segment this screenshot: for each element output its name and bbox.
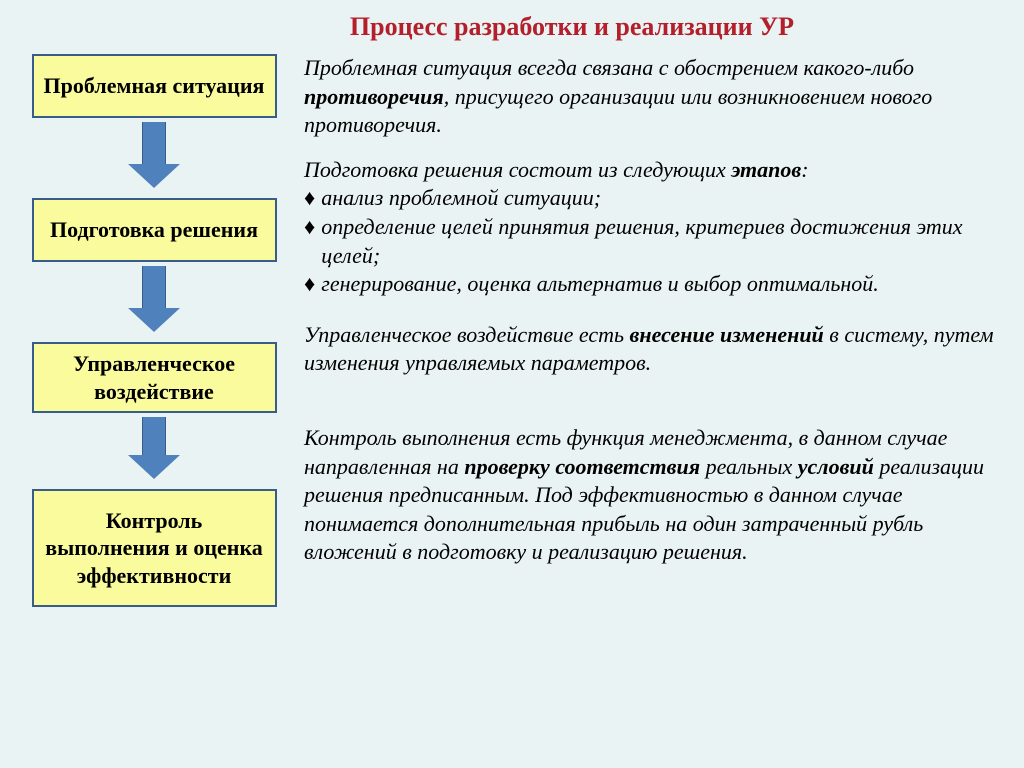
descriptions-column: Проблемная ситуация всегда связана с обо…: [304, 54, 1000, 607]
stage-box-3: Управленческое воздействие: [32, 342, 277, 413]
desc-2-intro-post: :: [801, 157, 808, 182]
arrow-1: [128, 122, 180, 188]
desc-4-s2: реальных: [700, 454, 798, 479]
stage-box-1: Проблемная ситуация: [32, 54, 277, 118]
desc-1-bold: противоречия: [304, 84, 444, 109]
desc-4-b2: условий: [798, 454, 874, 479]
flow-column: Проблемная ситуация Подготовка решения У…: [24, 54, 284, 607]
desc-2-bullet-2: ♦ определение целей принятия решения, кр…: [304, 213, 1000, 270]
desc-2-b1-text: анализ проблемной ситуации;: [321, 184, 601, 213]
desc-2-b2-text: определение целей принятия решения, крит…: [321, 213, 1000, 270]
arrow-head-icon: [128, 308, 180, 332]
desc-4: Контроль выполнения есть функция менеджм…: [304, 424, 1000, 567]
arrow-shaft-icon: [142, 417, 166, 455]
desc-2-intro-pre: Подготовка решения состоит из следующих: [304, 157, 731, 182]
content-row: Проблемная ситуация Подготовка решения У…: [24, 54, 1000, 607]
desc-3: Управленческое воздействие есть внесение…: [304, 321, 1000, 378]
desc-2-bullet-1: ♦ анализ проблемной ситуации;: [304, 184, 1000, 213]
stage-box-2: Подготовка решения: [32, 198, 277, 262]
desc-4-b1: проверку соответствия: [464, 454, 700, 479]
desc-2-b3-text: генерирование, оценка альтернатив и выбо…: [321, 270, 879, 299]
stage-box-4: Контроль выполнения и оценка эффективнос…: [32, 489, 277, 607]
desc-2-intro: Подготовка решения состоит из следующих …: [304, 156, 1000, 185]
slide-title: Процесс разработки и реализации УР: [24, 12, 1000, 42]
arrow-shaft-icon: [142, 266, 166, 308]
arrow-2: [128, 266, 180, 332]
desc-2: Подготовка решения состоит из следующих …: [304, 156, 1000, 299]
arrow-3: [128, 417, 180, 479]
desc-3-pre: Управленческое воздействие есть: [304, 322, 630, 347]
desc-1-pre: Проблемная ситуация всегда связана с обо…: [304, 55, 914, 80]
diamond-icon: ♦: [304, 184, 315, 213]
diamond-icon: ♦: [304, 270, 315, 299]
desc-2-bullet-3: ♦ генерирование, оценка альтернатив и вы…: [304, 270, 1000, 299]
arrow-head-icon: [128, 164, 180, 188]
slide-root: Процесс разработки и реализации УР Пробл…: [0, 0, 1024, 768]
desc-1: Проблемная ситуация всегда связана с обо…: [304, 54, 1000, 140]
arrow-head-icon: [128, 455, 180, 479]
diamond-icon: ♦: [304, 213, 315, 242]
desc-2-intro-bold: этапов: [731, 157, 801, 182]
arrow-shaft-icon: [142, 122, 166, 164]
desc-3-bold: внесение изменений: [630, 322, 824, 347]
